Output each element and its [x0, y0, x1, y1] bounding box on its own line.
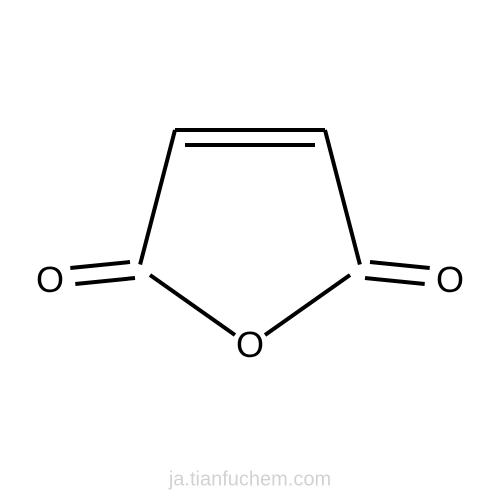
- atom-label-o-2: O: [436, 259, 464, 301]
- bond-3: [323, 129, 362, 265]
- bond-5: [264, 273, 351, 336]
- bond-7: [75, 276, 135, 286]
- bond-0: [175, 128, 325, 132]
- bond-1: [185, 143, 315, 147]
- bond-6: [70, 260, 130, 270]
- chemical-structure-canvas: O O O ja.tianfuchem.com: [0, 0, 500, 500]
- bond-4: [149, 273, 236, 336]
- atom-label-o-0: O: [236, 324, 264, 366]
- watermark-text: ja.tianfuchem.com: [169, 469, 331, 492]
- bond-2: [138, 129, 177, 265]
- bond-9: [365, 276, 425, 286]
- bond-8: [370, 260, 430, 270]
- atom-label-o-1: O: [36, 259, 64, 301]
